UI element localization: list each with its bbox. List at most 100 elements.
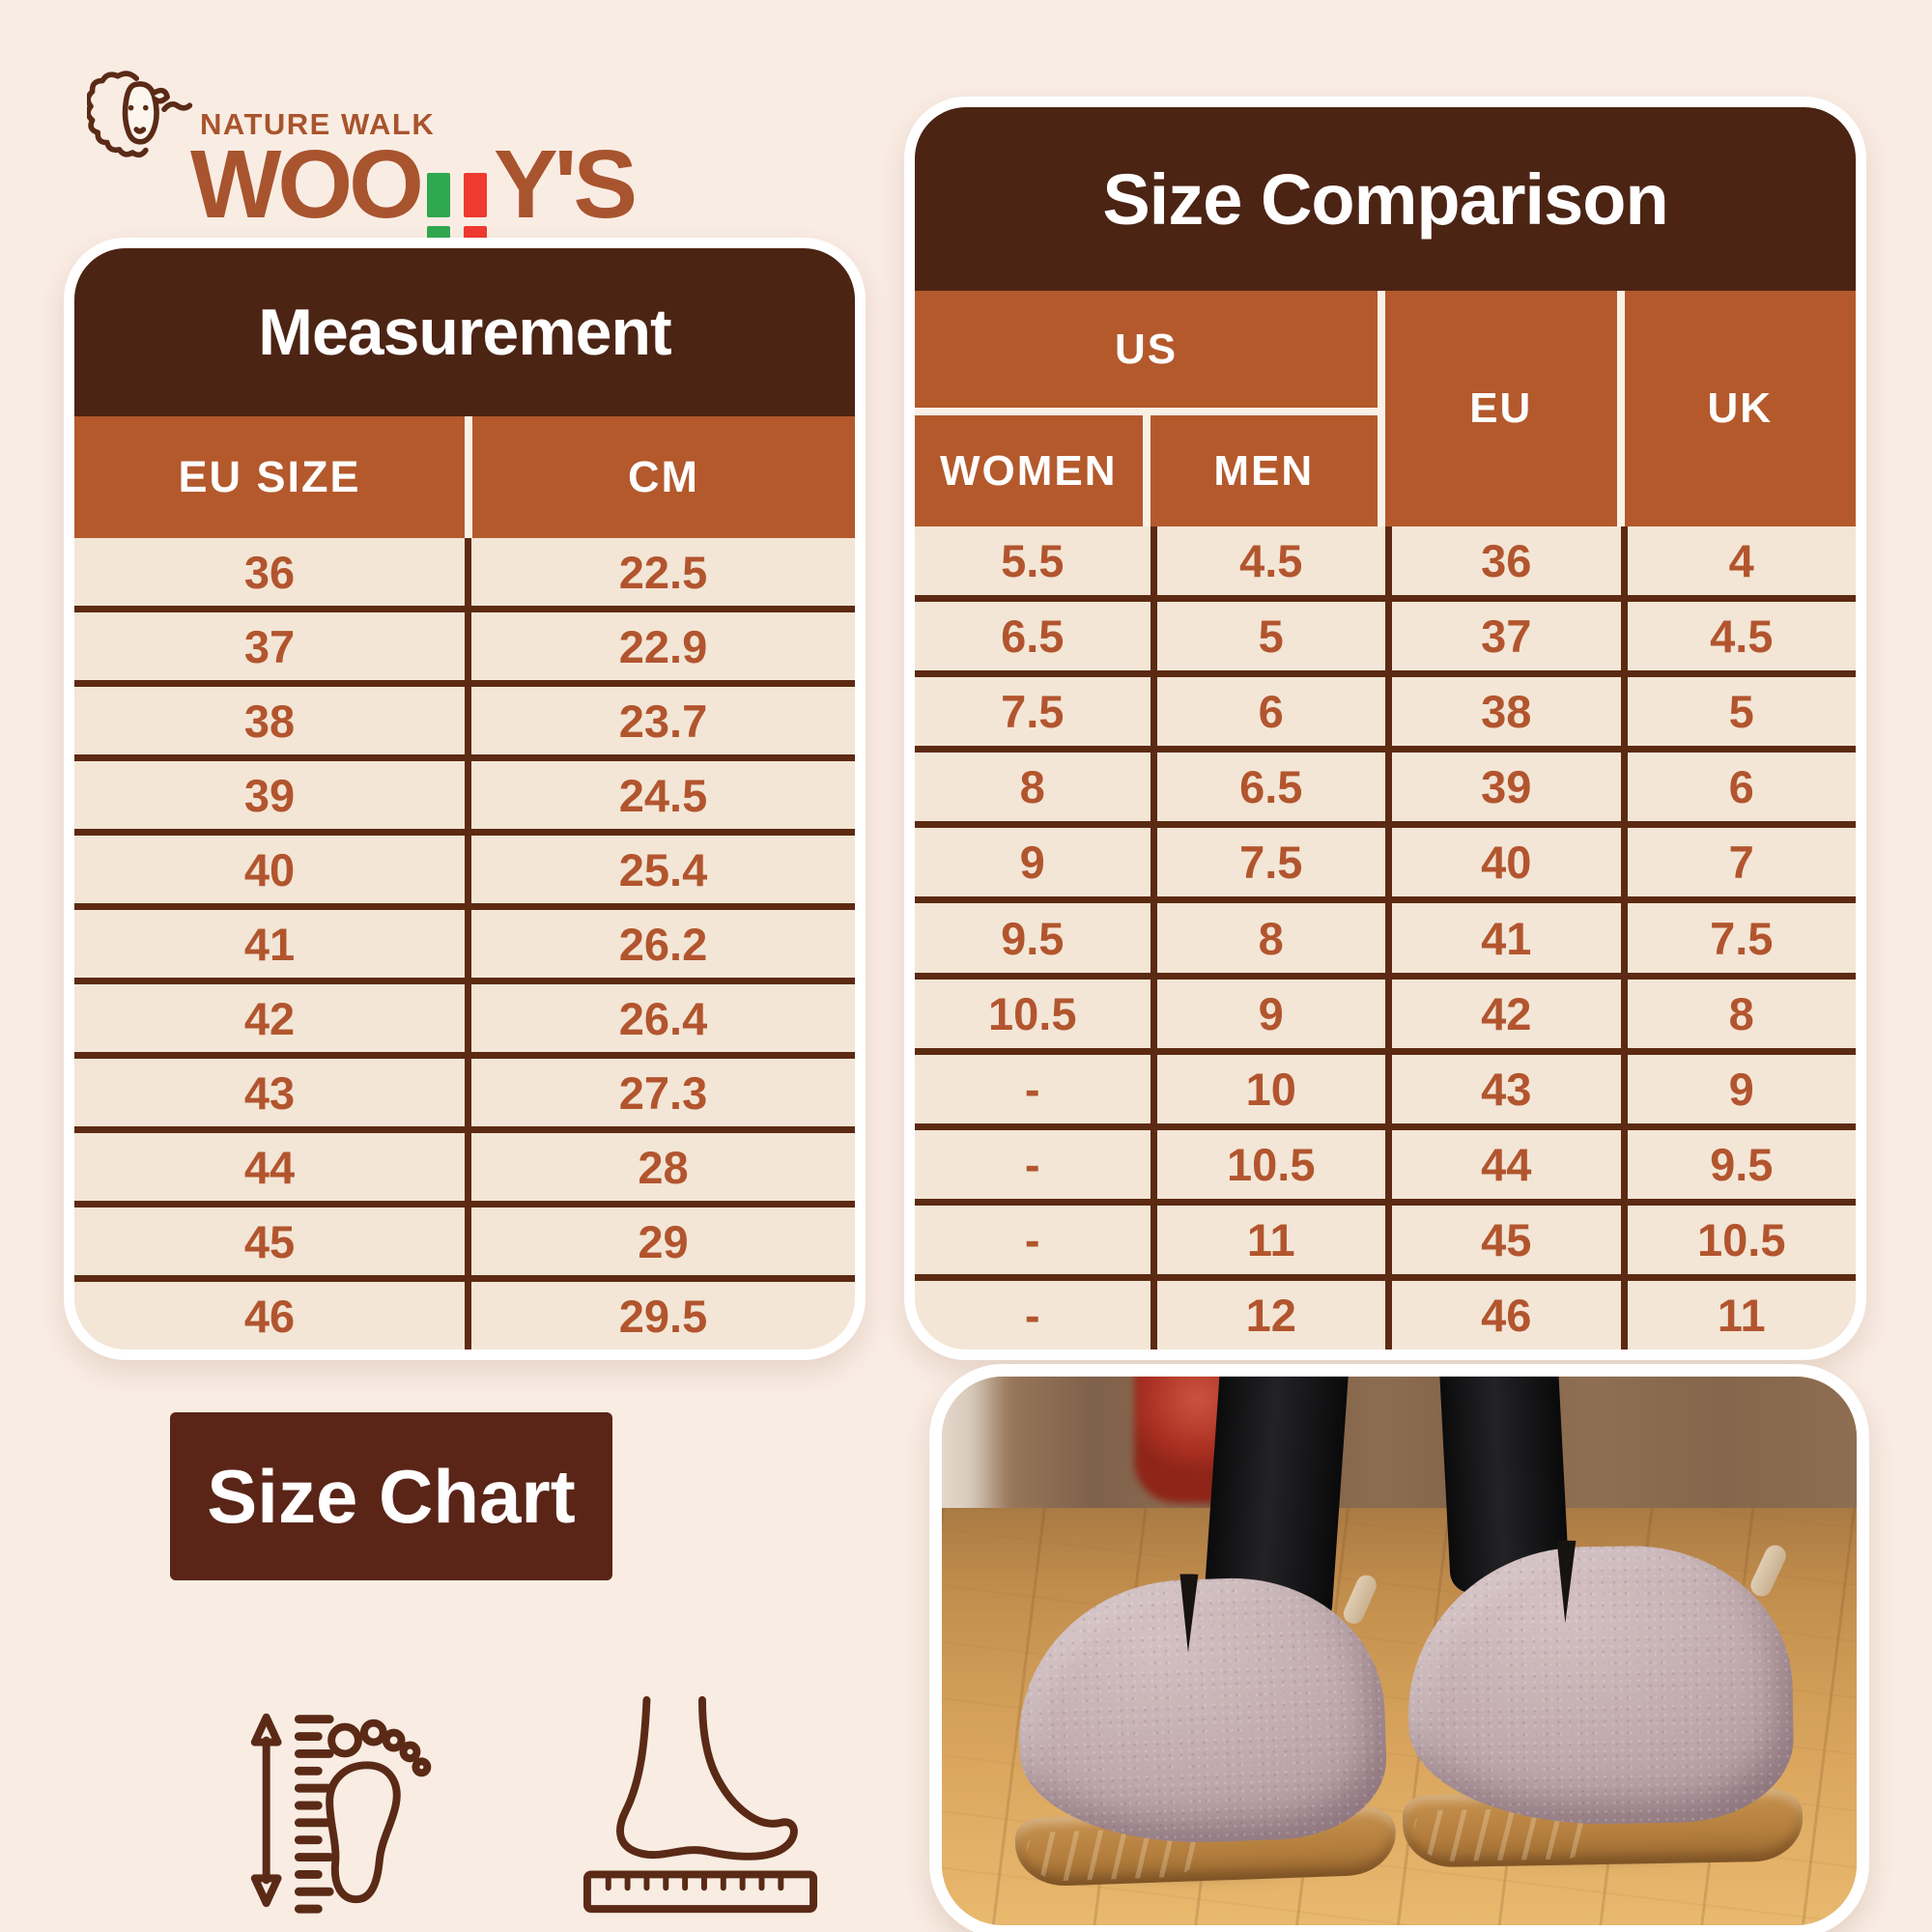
table-cell: 10.5 bbox=[1150, 1129, 1386, 1199]
comparison-title: Size Comparison bbox=[915, 107, 1856, 291]
table-row: 36 22.5 bbox=[74, 538, 855, 606]
table-cell: 9.5 bbox=[1620, 1129, 1857, 1199]
table-cell: 45 bbox=[1385, 1205, 1621, 1274]
column-header-women: WOMEN bbox=[915, 415, 1143, 526]
table-row: - 10 43 9 bbox=[915, 1047, 1857, 1123]
table-cell: 11 bbox=[1620, 1280, 1857, 1350]
table-cell: 27.3 bbox=[465, 1059, 855, 1126]
table-cell: 9 bbox=[1150, 979, 1386, 1048]
table-cell: 8 bbox=[1620, 979, 1857, 1048]
table-cell: 40 bbox=[1385, 828, 1621, 897]
table-cell: 7.5 bbox=[1001, 686, 1065, 738]
table-cell: 6.5 bbox=[1150, 753, 1386, 822]
table-cell: 38 bbox=[1385, 677, 1621, 747]
table-cell: 38 bbox=[243, 695, 296, 747]
table-cell: 41 bbox=[1385, 903, 1621, 973]
table-cell: 26.2 bbox=[465, 910, 855, 978]
table-cell: 45 bbox=[243, 1215, 296, 1267]
table-row: 40 25.4 bbox=[74, 829, 855, 903]
table-row: 38 23.7 bbox=[74, 680, 855, 754]
left-felt-boot bbox=[1014, 1572, 1399, 1897]
boot-pull-tab bbox=[1340, 1572, 1380, 1628]
brand-letter-l-red bbox=[463, 173, 487, 244]
table-row: 39 24.5 bbox=[74, 754, 855, 829]
boot-pull-tab bbox=[1747, 1542, 1790, 1601]
comparison-column-headers: US WOMEN MEN EU UK bbox=[915, 291, 1856, 526]
height-ruler-footprint-icon bbox=[250, 1713, 432, 1914]
table-cell: 43 bbox=[243, 1066, 296, 1119]
table-cell: 22.9 bbox=[465, 612, 855, 680]
brand-letter-l-green bbox=[426, 173, 450, 244]
table-row: 5.5 4.5 36 4 bbox=[915, 526, 1857, 596]
table-cell: - bbox=[1024, 1138, 1040, 1190]
table-row: 9.5 8 41 7.5 bbox=[915, 896, 1856, 973]
table-cell: 39 bbox=[1385, 753, 1621, 822]
table-cell: 37 bbox=[243, 620, 296, 672]
table-cell: 5.5 bbox=[1001, 535, 1065, 587]
table-cell: 44 bbox=[243, 1141, 296, 1193]
table-cell: 6.5 bbox=[1001, 611, 1065, 663]
column-header-eu-size: EU SIZE bbox=[178, 452, 361, 501]
table-cell: 4.5 bbox=[1620, 602, 1857, 671]
table-cell: 9 bbox=[1019, 837, 1045, 889]
table-cell: 5 bbox=[1620, 677, 1857, 747]
table-row: 7.5 6 38 5 bbox=[915, 670, 1857, 747]
us-column-group: US WOMEN MEN bbox=[915, 291, 1378, 526]
us-split: WOMEN MEN bbox=[915, 415, 1378, 526]
table-cell: 10.5 bbox=[1620, 1205, 1857, 1274]
right-felt-boot bbox=[1402, 1542, 1804, 1878]
table-cell: 37 bbox=[1385, 602, 1621, 671]
table-cell: 25.4 bbox=[465, 836, 855, 903]
table-cell: 42 bbox=[1385, 979, 1621, 1048]
brand-tagline: NATURE WALK bbox=[200, 107, 436, 141]
table-cell: 6 bbox=[1620, 753, 1857, 822]
table-cell: 10 bbox=[1150, 1054, 1386, 1123]
table-row: 45 29 bbox=[74, 1201, 855, 1275]
table-cell: 8 bbox=[1150, 903, 1386, 973]
table-cell: 29 bbox=[465, 1208, 855, 1275]
table-cell: 46 bbox=[1385, 1280, 1621, 1350]
boot-felt-upper bbox=[1014, 1573, 1390, 1849]
comparison-rows: 5.5 4.5 36 4 6.5 5 37 4.5 7.5 6 38 5 8 6.5 39 6 9 7.5 40 7 9… bbox=[915, 526, 1856, 1350]
brand-name: WOO Y'S bbox=[190, 130, 638, 244]
measurement-table: Measurement EU SIZE CM 36 22.5 37 22.9 38 23.… bbox=[64, 238, 866, 1360]
table-cell: 9 bbox=[1620, 1054, 1857, 1123]
product-photo bbox=[929, 1364, 1869, 1932]
table-cell: 40 bbox=[243, 843, 296, 895]
measurement-title: Measurement bbox=[74, 248, 855, 416]
table-cell: 43 bbox=[1385, 1054, 1621, 1123]
size-chart-badge: Size Chart bbox=[170, 1412, 612, 1580]
brand-part-ys: Y'S bbox=[493, 130, 638, 239]
table-cell: 23.7 bbox=[465, 687, 855, 754]
sheep-icon bbox=[87, 71, 193, 158]
table-cell: 41 bbox=[243, 918, 296, 970]
table-cell: 42 bbox=[243, 992, 296, 1044]
table-cell: 6 bbox=[1150, 677, 1386, 747]
table-cell: 22.5 bbox=[465, 538, 855, 606]
table-row: 37 22.9 bbox=[74, 606, 855, 680]
table-row: 43 27.3 bbox=[74, 1052, 855, 1126]
size-comparison-table: Size Comparison US WOMEN MEN EU UK 5.5 4.… bbox=[904, 97, 1866, 1360]
table-cell: - bbox=[1024, 1289, 1040, 1341]
table-cell: - bbox=[1024, 1213, 1040, 1265]
table-cell: 10.5 bbox=[988, 987, 1077, 1039]
table-row: 6.5 5 37 4.5 bbox=[915, 595, 1857, 671]
table-cell: 7 bbox=[1620, 828, 1857, 897]
column-header-uk: UK bbox=[1624, 291, 1856, 526]
table-cell: 4 bbox=[1620, 526, 1857, 596]
table-cell: 24.5 bbox=[465, 761, 855, 829]
column-header-eu: EU bbox=[1385, 291, 1617, 526]
table-cell: 46 bbox=[243, 1290, 296, 1342]
measurement-icons bbox=[198, 1683, 855, 1924]
table-cell: 7.5 bbox=[1150, 828, 1386, 897]
measurement-column-headers: EU SIZE CM bbox=[74, 416, 855, 538]
table-row: 10.5 9 42 8 bbox=[915, 972, 1857, 1048]
table-cell: 9.5 bbox=[1001, 912, 1065, 964]
table-row: 8 6.5 39 6 bbox=[915, 746, 1857, 822]
table-row: 42 26.4 bbox=[74, 978, 855, 1052]
table-row: 46 29.5 bbox=[74, 1275, 855, 1350]
column-header-us: US bbox=[915, 291, 1378, 408]
table-row: 41 26.2 bbox=[74, 903, 855, 978]
table-cell: 12 bbox=[1150, 1280, 1386, 1350]
